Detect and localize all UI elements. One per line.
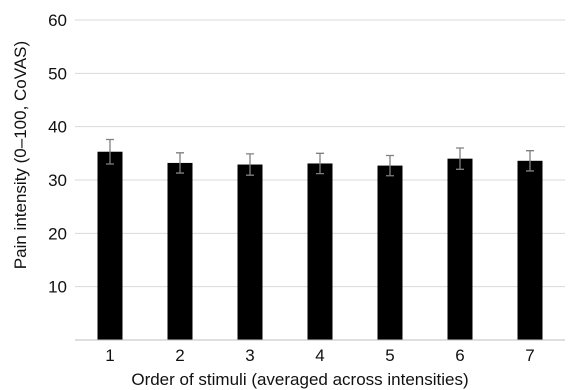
x-tick-label: 1 [105,346,114,365]
x-tick-label: 6 [455,346,464,365]
y-tick-label: 10 [48,278,67,297]
x-axis-label: Order of stimuli (averaged across intens… [131,370,468,389]
x-tick-label: 4 [315,346,324,365]
y-tick-label: 30 [48,171,67,190]
x-tick-labels: 1 2 3 4 5 6 7 [105,346,534,365]
bar-5 [377,165,403,340]
y-tick-label: 60 [48,11,67,30]
y-tick-label: 40 [48,118,67,137]
error-bar-2 [176,152,184,174]
y-tick-labels: 10 20 30 40 50 60 [48,11,67,297]
x-tick-label: 3 [245,346,254,365]
error-bar-5 [386,154,394,177]
bar-4 [307,163,333,340]
x-tick-label: 2 [175,346,184,365]
y-tick-label: 20 [48,224,67,243]
x-tick-label: 7 [525,346,534,365]
error-bars [106,138,534,177]
error-bar-3 [246,153,254,176]
bar-3 [237,164,263,340]
bar-7 [517,160,543,340]
error-bar-4 [316,152,324,175]
y-axis-label: Pain intensity (0–100, CoVAS) [11,41,30,269]
x-tick-label: 5 [385,346,394,365]
error-bar-7 [526,150,534,172]
y-tick-label: 50 [48,64,67,83]
error-bar-6 [456,147,464,170]
bar-1 [97,151,123,340]
error-bar-1 [106,138,114,165]
bars [97,151,543,340]
bar-6 [447,158,473,340]
bar-2 [167,162,193,340]
